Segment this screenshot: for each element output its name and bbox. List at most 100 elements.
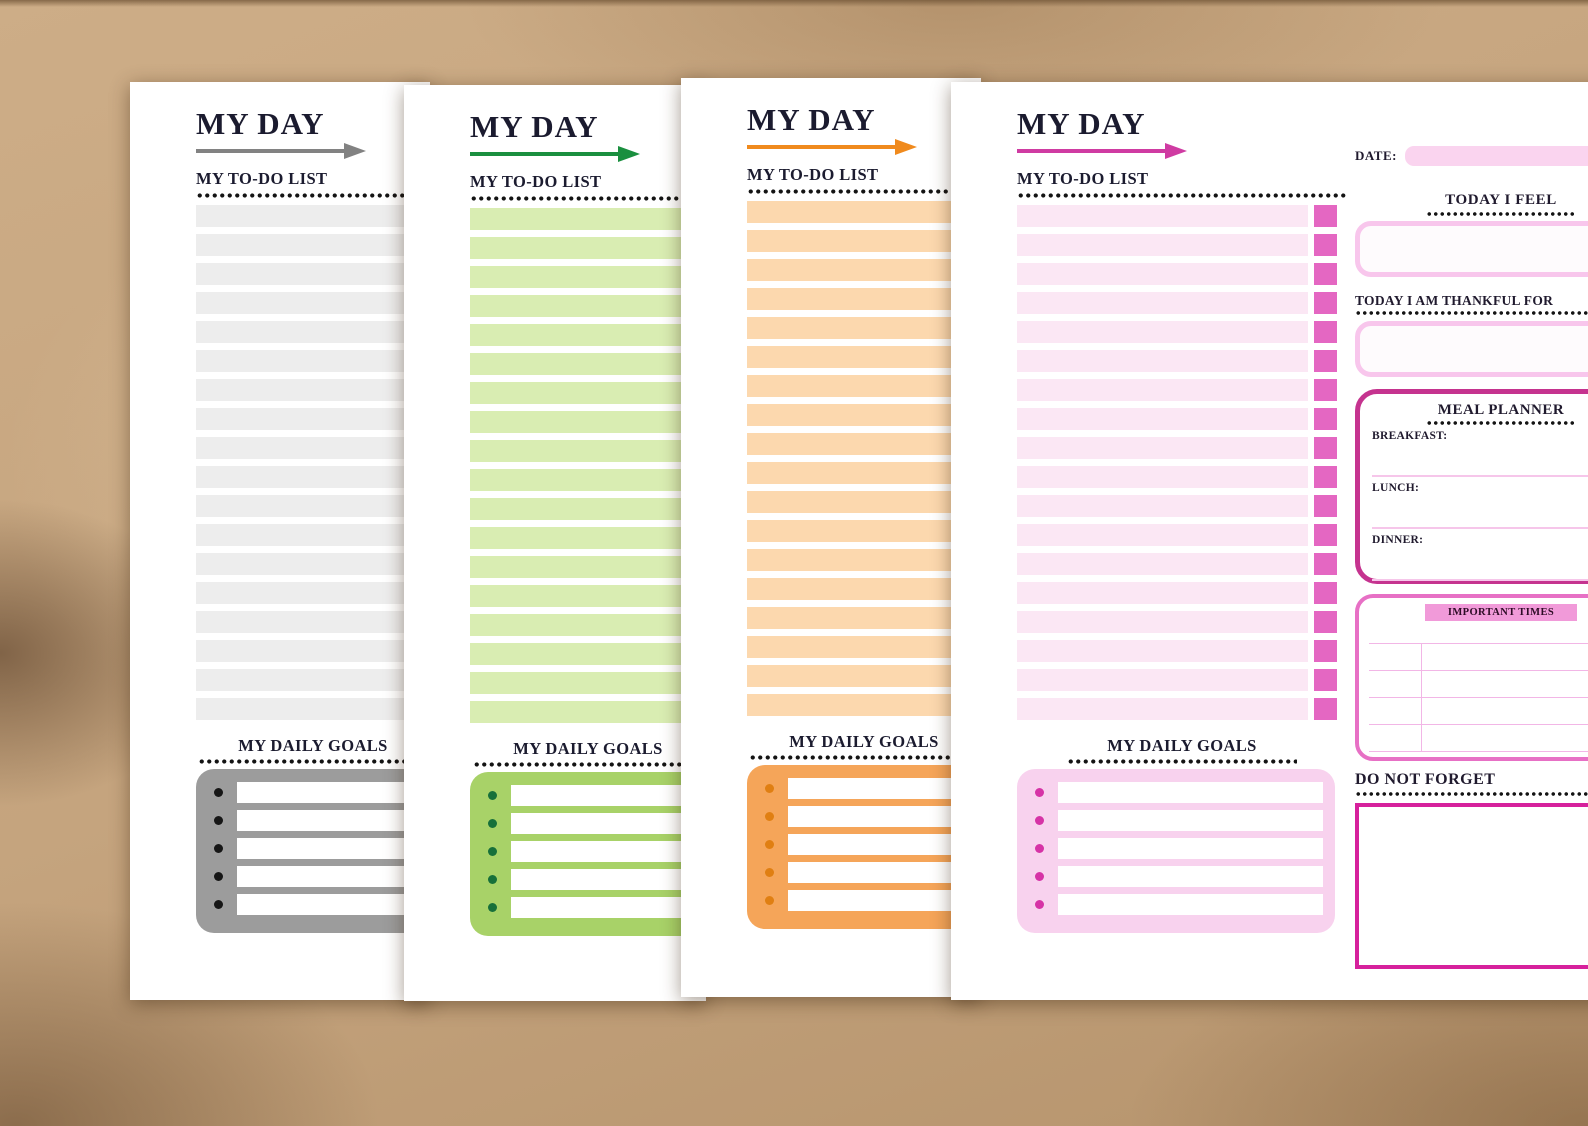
todo-row [196, 263, 430, 286]
dotted-divider [747, 189, 981, 195]
todo-row [747, 549, 981, 572]
todo-rows [1017, 205, 1347, 721]
bullet-icon [488, 791, 497, 801]
bullet-icon [765, 896, 774, 906]
goal-line [237, 894, 418, 916]
goal-line [788, 834, 969, 856]
todo-line [1017, 263, 1308, 286]
arrow-right-icon [1017, 142, 1187, 159]
notes-cell [1422, 698, 1588, 724]
checkbox-square [1314, 553, 1337, 576]
todo-row [1017, 611, 1337, 634]
bullet-icon [1035, 844, 1044, 854]
todo-line [1017, 466, 1308, 489]
page-title: MY DAY [1017, 106, 1146, 141]
time-cell [1369, 698, 1422, 724]
goal-row [747, 806, 969, 828]
thankful-heading: TODAY I AM THANKFUL FOR [1355, 293, 1554, 308]
todo-line [1017, 669, 1308, 692]
todo-row [470, 208, 706, 231]
todo-row [1017, 466, 1337, 489]
todo-row [1017, 321, 1337, 344]
dotted-divider [1067, 759, 1297, 765]
todo-row [1017, 495, 1337, 518]
goal-row [747, 778, 969, 800]
todo-row [470, 295, 706, 318]
todo-row [747, 694, 981, 717]
todo-row [1017, 292, 1337, 315]
table-row [1369, 725, 1588, 752]
table-row [1369, 698, 1588, 725]
todo-row [747, 520, 981, 543]
goal-line [788, 806, 969, 828]
goal-line [788, 862, 969, 884]
todo-row [1017, 524, 1337, 547]
meal-field-dinner: DINNER: [1372, 534, 1588, 581]
todo-line [1017, 234, 1308, 257]
todo-row [1017, 379, 1337, 402]
checkbox-square [1314, 292, 1337, 315]
todo-row [196, 379, 430, 402]
planner-page-pink: MY DAY MY TO-DO LIST [951, 82, 1588, 1000]
planner-page-gray: MY DAY MY TO-DO LIST MY DAILY GOALS [130, 82, 430, 1000]
todo-row [1017, 553, 1337, 576]
goal-row [747, 834, 969, 856]
todo-line [1017, 524, 1308, 547]
todo-row [196, 321, 430, 344]
checkbox-square [1314, 466, 1337, 489]
goal-line [511, 897, 694, 919]
checkbox-square [1314, 698, 1337, 721]
checkbox-square [1314, 524, 1337, 547]
goal-row [1017, 838, 1323, 860]
todo-row [470, 585, 706, 608]
goal-row [196, 782, 418, 804]
do-not-forget-heading: DO NOT FORGET [1355, 771, 1496, 788]
planner-page-green: MY DAY MY TO-DO LIST MY DAILY GOALS [404, 85, 706, 1001]
todo-row [196, 669, 430, 692]
date-label: DATE: [1355, 148, 1397, 163]
todo-list-heading: MY TO-DO LIST [747, 164, 879, 184]
todo-row [747, 433, 981, 456]
bullet-icon [765, 784, 774, 794]
date-field [1404, 146, 1588, 166]
todo-row [1017, 669, 1337, 692]
planner-sidebar: DATE: TODAY I FEEL TODAY I AM THANKFUL F… [1355, 144, 1588, 969]
bullet-icon [488, 875, 497, 885]
bullet-icon [1035, 900, 1044, 910]
todo-line [1017, 350, 1308, 373]
meal-field-lunch: LUNCH: [1372, 482, 1588, 529]
todo-row [196, 582, 430, 605]
todo-line [1017, 408, 1308, 431]
checkbox-square [1314, 611, 1337, 634]
goal-line [1058, 810, 1323, 832]
meal-planner-title: MEAL PLANNER [1437, 402, 1565, 418]
todo-row [1017, 350, 1337, 373]
todo-row [470, 237, 706, 260]
goal-line [1058, 782, 1323, 804]
goal-row [470, 897, 694, 919]
bullet-icon [214, 788, 223, 798]
goal-line [788, 778, 969, 800]
todo-line [1017, 437, 1308, 460]
todo-row [196, 234, 430, 257]
todo-row [1017, 205, 1337, 228]
todo-row [1017, 437, 1337, 460]
todo-row [747, 230, 981, 253]
planner-column: MY DAY MY TO-DO LIST MY DAILY GOALS [130, 82, 430, 934]
todo-list-heading: MY TO-DO LIST [196, 168, 328, 188]
goal-row [470, 841, 694, 863]
todo-list-heading: MY TO-DO LIST [470, 171, 602, 191]
todo-row [747, 578, 981, 601]
planner-column: MY DAY MY TO-DO LIST MY DAILY GOALS [404, 85, 706, 937]
important-times-box: IMPORTANT TIMES [1355, 594, 1588, 761]
notes-cell [1422, 644, 1588, 670]
todo-line [1017, 292, 1308, 315]
today-i-feel-box [1355, 221, 1588, 277]
goal-row [1017, 782, 1323, 804]
todo-row [747, 665, 981, 688]
todo-row [196, 611, 430, 634]
todo-row [470, 643, 706, 666]
todo-row [1017, 408, 1337, 431]
time-cell [1369, 725, 1422, 751]
